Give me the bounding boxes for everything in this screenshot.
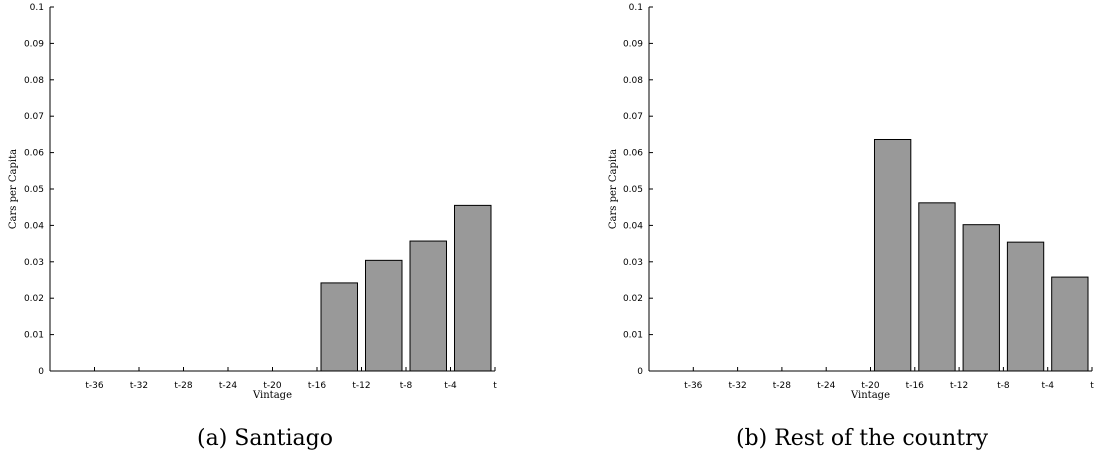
- y-tick-label: 0.01: [623, 331, 643, 341]
- y-tick-label: 0.07: [623, 112, 643, 122]
- x-tick-label: t-28: [773, 381, 792, 391]
- bar-8: [365, 259, 403, 372]
- bar-10: [1051, 276, 1089, 372]
- y-tick-label: 0.1: [629, 3, 643, 13]
- panel-caption: (b) Rest of the country: [736, 426, 989, 451]
- y-tick-label: 0.03: [623, 258, 643, 268]
- x-tick-label: t-28: [174, 381, 193, 391]
- chart-panel-2: 0 0.01 0.02 0.03 0.04 0.05 0.06 0.07 0.08 0.09 0.1…: [608, 3, 1094, 451]
- y-tick-label: 0.05: [623, 185, 643, 195]
- x-tick-label: t-4: [1041, 381, 1054, 391]
- y-tick-label: 0.1: [30, 3, 44, 13]
- y-tick-label: 0.08: [623, 76, 643, 86]
- bar-7: [918, 202, 956, 372]
- y-axis-label: Cars per Capita: [8, 149, 19, 229]
- y-tick-label: 0.03: [24, 258, 44, 268]
- y-tick-label: 0.09: [623, 39, 643, 49]
- x-tick-label: t-12: [950, 381, 968, 391]
- bar-9: [409, 240, 447, 372]
- y-tick-label: 0.04: [623, 221, 643, 231]
- bar-6: [873, 138, 912, 372]
- x-tick-label: t-24: [219, 381, 238, 391]
- y-tick-label: 0.07: [24, 112, 44, 122]
- x-tick-label: t-4: [444, 381, 457, 391]
- x-tick-label: t-24: [817, 381, 836, 391]
- y-tick-label: 0.05: [24, 185, 44, 195]
- chart-panel-1: 0 0.01 0.02 0.03 0.04 0.05 0.06 0.07 0.08 0.09 0.1…: [8, 3, 497, 451]
- y-axis-label: Cars per Capita: [608, 149, 619, 229]
- y-tick-label: 0.06: [24, 149, 44, 159]
- x-tick-label: t-32: [130, 381, 148, 391]
- x-tick-label: t: [493, 381, 497, 391]
- y-tick-label: 0.02: [24, 294, 44, 304]
- y-tick-label: 0.02: [623, 294, 643, 304]
- x-tick-label: t-20: [263, 381, 282, 391]
- bar-8: [962, 224, 1000, 372]
- x-tick-label: t-8: [400, 381, 413, 391]
- y-tick-label: 0.09: [24, 39, 44, 49]
- bar-9: [1006, 241, 1045, 372]
- x-axis-label: Vintage: [850, 390, 890, 401]
- x-tick-label: t-36: [684, 381, 703, 391]
- x-tick-label: t-12: [352, 381, 370, 391]
- x-tick-label: t-32: [728, 381, 746, 391]
- x-axis-label: Vintage: [252, 390, 292, 401]
- bar-7: [320, 282, 358, 372]
- x-tick-label: t-16: [906, 381, 925, 391]
- x-tick-label: t: [1090, 381, 1094, 391]
- bar-10: [454, 204, 492, 372]
- y-tick-label: 0.04: [24, 221, 44, 231]
- x-tick-label: t-36: [85, 381, 104, 391]
- y-tick-label: 0.08: [24, 76, 44, 86]
- y-tick-label: 0.06: [623, 149, 643, 159]
- y-tick-label: 0: [38, 367, 44, 377]
- y-tick-label: 0.01: [24, 331, 44, 341]
- x-tick-label: t-16: [308, 381, 327, 391]
- panel-caption: (a) Santiago: [197, 426, 333, 451]
- x-tick-label: t-8: [997, 381, 1010, 391]
- x-tick-label: t-20: [861, 381, 880, 391]
- y-tick-label: 0: [637, 367, 643, 377]
